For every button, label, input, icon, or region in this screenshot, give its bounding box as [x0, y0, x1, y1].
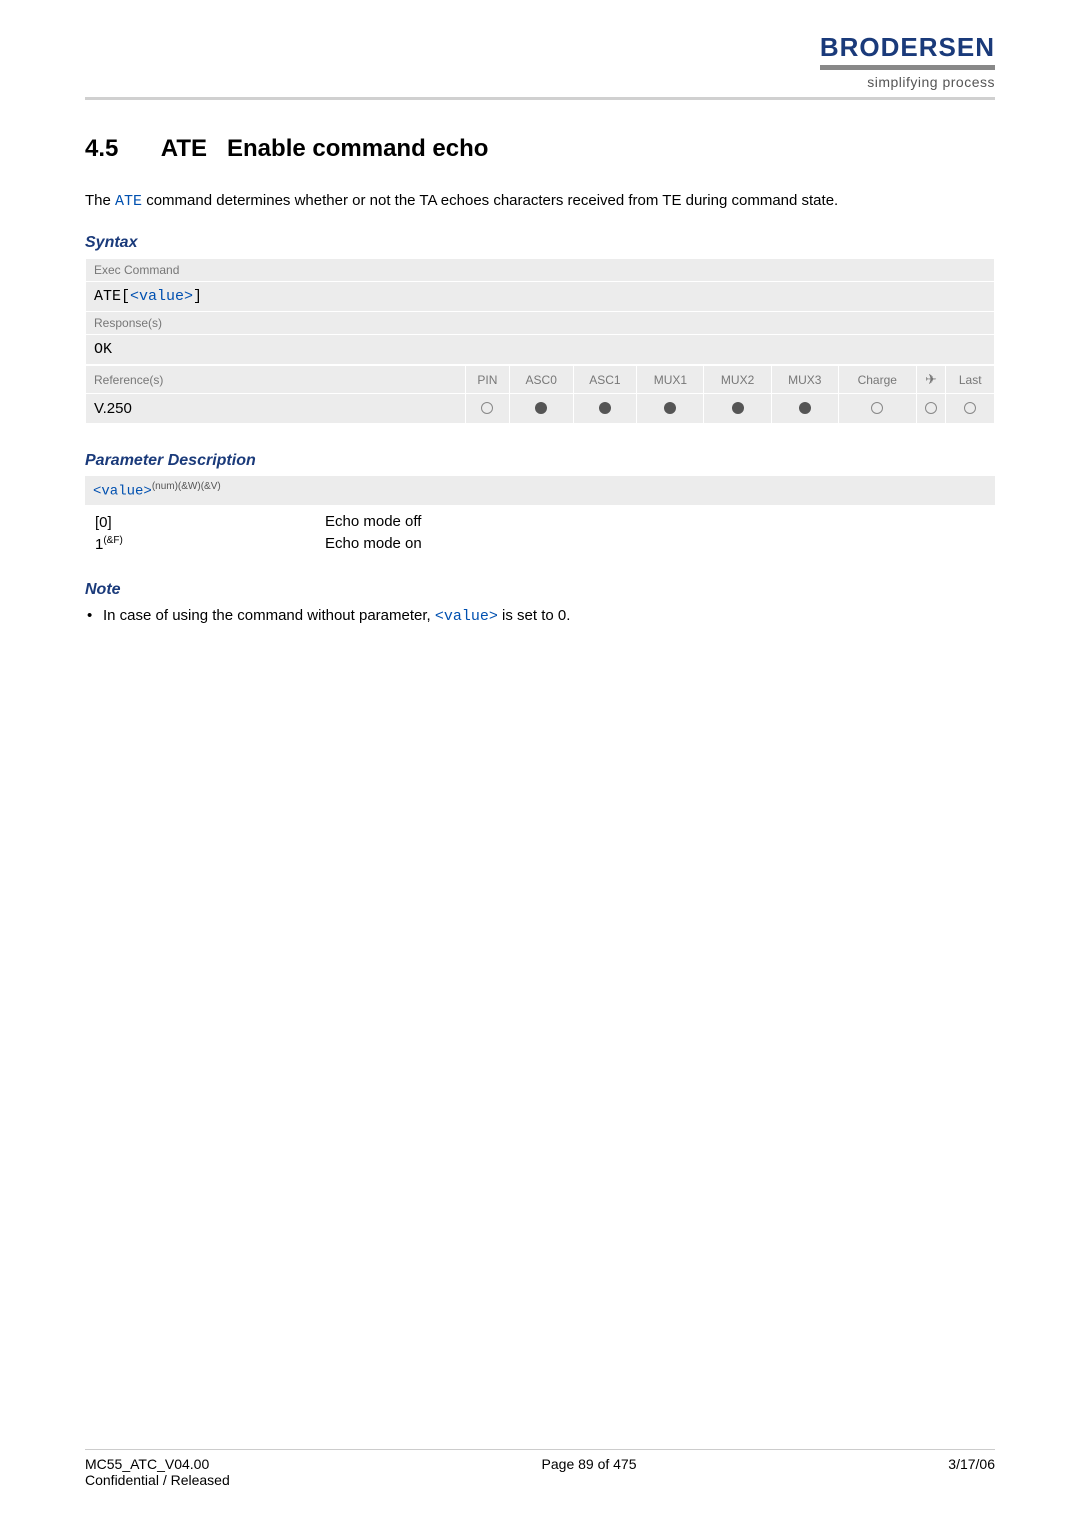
note-list: In case of using the command without par…	[85, 605, 995, 627]
param-block: <value>(num)(&W)(&V) [0] Echo mode off 1…	[85, 476, 995, 555]
dot-pin	[466, 394, 510, 424]
param-row: [0] Echo mode off	[85, 511, 995, 533]
section-title-text: Enable command echo	[227, 135, 488, 162]
dot-charge	[838, 394, 916, 424]
page-header: BRODERSEN simplifying process	[85, 40, 995, 100]
dot-mux1	[637, 394, 704, 424]
param-desc-0: Echo mode off	[325, 513, 421, 531]
col-pin: PIN	[466, 366, 510, 394]
param-row: 1(&F) Echo mode on	[85, 533, 995, 555]
circle-filled-icon	[732, 402, 744, 414]
col-mux1: MUX1	[637, 366, 704, 394]
airplane-icon: ✈	[925, 371, 937, 388]
dot-last	[946, 394, 995, 424]
param-key-0: [0]	[95, 513, 325, 531]
exec-command-code: ATE[<value>]	[86, 282, 995, 312]
exec-value: <value>	[130, 288, 193, 305]
exec-command-label: Exec Command	[86, 259, 995, 282]
param-key-1: 1(&F)	[95, 535, 325, 553]
dot-airplane	[916, 394, 946, 424]
dot-mux2	[704, 394, 771, 424]
footer-doc: MC55_ATC_V04.00	[85, 1456, 209, 1472]
col-asc0: ASC0	[509, 366, 573, 394]
circle-empty-icon	[964, 402, 976, 414]
circle-empty-icon	[481, 402, 493, 414]
footer-date: 3/17/06	[948, 1456, 995, 1488]
brand-tagline: simplifying process	[820, 74, 995, 90]
intro-paragraph: The ATE command determines whether or no…	[85, 191, 995, 212]
intro-cmd: ATE	[115, 193, 142, 210]
circle-empty-icon	[925, 402, 937, 414]
brand-logo: BRODERSEN simplifying process	[820, 32, 995, 90]
col-asc1: ASC1	[573, 366, 637, 394]
brand-name: BRODERSEN	[820, 32, 995, 63]
param-heading: Parameter Description	[85, 452, 995, 470]
section-title: 4.5 ATE Enable command echo	[85, 135, 995, 163]
ref-value: V.250	[86, 394, 466, 424]
param-desc-1: Echo mode on	[325, 535, 422, 553]
note-suffix: is set to 0.	[498, 607, 571, 624]
note-prefix: In case of using the command without par…	[103, 607, 435, 624]
intro-prefix: The	[85, 192, 115, 209]
dot-mux3	[771, 394, 838, 424]
ref-label: Reference(s)	[86, 366, 466, 394]
page-footer: MC55_ATC_V04.00 Confidential / Released …	[85, 1449, 995, 1488]
footer-status: Confidential / Released	[85, 1472, 230, 1488]
dot-asc0	[509, 394, 573, 424]
param-key-sup: (&F)	[103, 535, 122, 546]
syntax-table: Exec Command ATE[<value>] Response(s) OK	[85, 258, 995, 365]
section-title-cmd: ATE	[161, 135, 207, 162]
circle-filled-icon	[664, 402, 676, 414]
note-heading: Note	[85, 581, 995, 599]
param-tag-sup: (num)(&W)(&V)	[152, 481, 221, 492]
intro-suffix: command determines whether or not the TA…	[142, 192, 838, 209]
syntax-heading: Syntax	[85, 234, 995, 252]
footer-page: Page 89 of 475	[542, 1456, 637, 1488]
col-last: Last	[946, 366, 995, 394]
brand-underline	[820, 65, 995, 70]
response-label: Response(s)	[86, 312, 995, 335]
dot-asc1	[573, 394, 637, 424]
col-airplane: ✈	[916, 366, 946, 394]
exec-prefix: ATE[	[94, 288, 130, 305]
param-header: <value>(num)(&W)(&V)	[85, 476, 995, 505]
circle-filled-icon	[799, 402, 811, 414]
circle-filled-icon	[535, 402, 547, 414]
reference-table: Reference(s) PIN ASC0 ASC1 MUX1 MUX2 MUX…	[85, 365, 995, 424]
response-text: OK	[86, 335, 995, 365]
circle-empty-icon	[871, 402, 883, 414]
note-code: <value>	[435, 608, 498, 625]
note-item: In case of using the command without par…	[103, 605, 995, 627]
exec-suffix: ]	[193, 288, 202, 305]
col-charge: Charge	[838, 366, 916, 394]
param-key-text: [0]	[95, 514, 112, 531]
footer-left: MC55_ATC_V04.00 Confidential / Released	[85, 1456, 230, 1488]
section-number: 4.5	[85, 135, 155, 163]
circle-filled-icon	[599, 402, 611, 414]
col-mux3: MUX3	[771, 366, 838, 394]
param-tag: <value>	[93, 484, 152, 500]
col-mux2: MUX2	[704, 366, 771, 394]
